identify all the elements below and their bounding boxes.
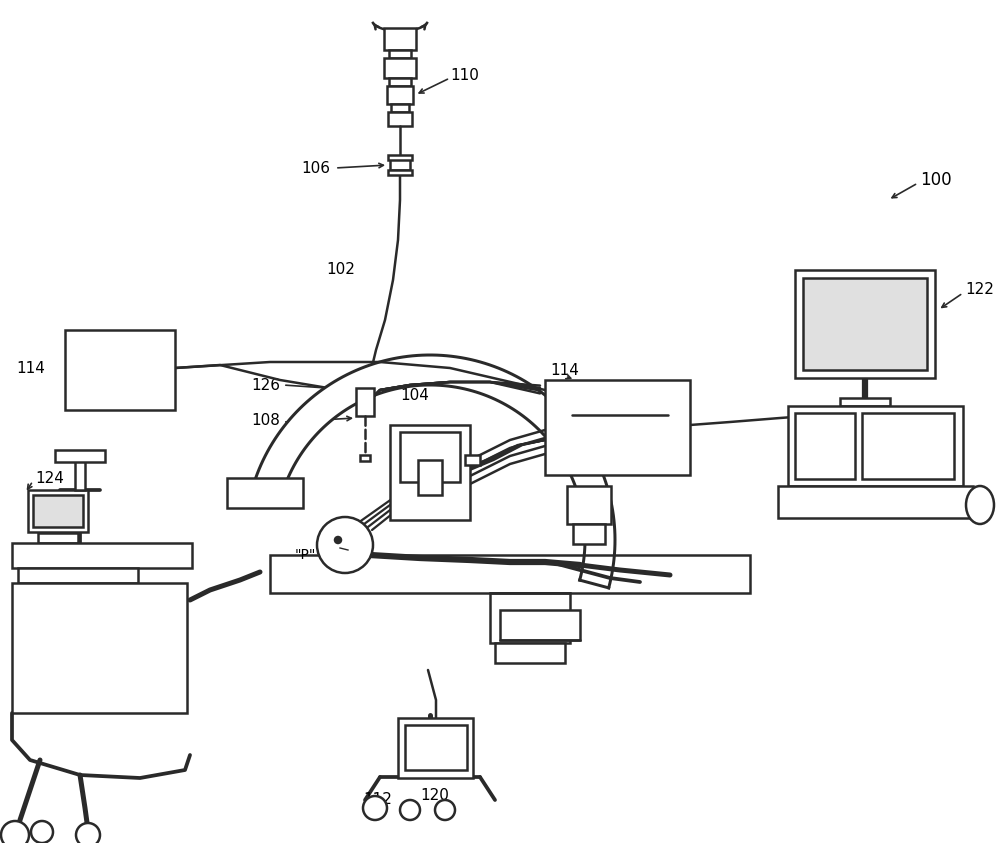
Circle shape: [317, 517, 373, 573]
Text: 110: 110: [450, 67, 479, 83]
Text: 114: 114: [551, 362, 579, 378]
Bar: [18, 568, 138, 583]
Bar: [490, 593, 570, 643]
Circle shape: [31, 821, 53, 843]
Text: 124: 124: [35, 470, 64, 486]
Bar: [465, 455, 480, 465]
Bar: [418, 460, 442, 495]
Circle shape: [435, 800, 455, 820]
Bar: [795, 270, 935, 378]
Bar: [33, 495, 83, 527]
Bar: [270, 555, 750, 593]
Text: 120: 120: [421, 787, 449, 803]
Text: 116: 116: [601, 416, 635, 434]
Bar: [384, 58, 416, 78]
Bar: [388, 112, 412, 126]
Bar: [389, 78, 411, 86]
Bar: [12, 543, 192, 568]
Bar: [388, 155, 412, 160]
Bar: [567, 486, 611, 524]
Polygon shape: [251, 355, 615, 588]
Bar: [75, 460, 85, 490]
Circle shape: [1, 821, 29, 843]
Bar: [840, 398, 890, 406]
Bar: [862, 413, 954, 479]
Circle shape: [335, 537, 341, 543]
Bar: [38, 533, 78, 543]
Text: 104: 104: [400, 388, 429, 402]
Bar: [803, 278, 927, 370]
Text: 122: 122: [965, 282, 994, 298]
Bar: [12, 583, 187, 713]
Text: 112: 112: [364, 792, 392, 808]
Bar: [65, 330, 175, 410]
Bar: [400, 755, 460, 777]
Bar: [573, 524, 605, 544]
Bar: [388, 170, 412, 175]
Bar: [500, 610, 580, 640]
Bar: [398, 718, 473, 778]
Text: 100: 100: [920, 171, 952, 189]
Bar: [389, 50, 411, 58]
Circle shape: [363, 796, 387, 820]
Bar: [400, 432, 460, 482]
Circle shape: [400, 800, 420, 820]
Bar: [390, 425, 470, 520]
Bar: [391, 104, 409, 112]
Text: 108: 108: [251, 412, 280, 427]
Text: 118: 118: [526, 615, 554, 630]
Text: 102: 102: [326, 262, 355, 277]
Circle shape: [76, 823, 100, 843]
Bar: [384, 28, 416, 50]
Ellipse shape: [966, 486, 994, 524]
Bar: [356, 388, 374, 416]
Bar: [545, 380, 690, 475]
Text: 126: 126: [251, 378, 280, 393]
Bar: [227, 478, 303, 508]
Bar: [788, 406, 963, 486]
Text: 114: 114: [562, 396, 588, 410]
Bar: [55, 450, 105, 462]
Bar: [28, 490, 88, 532]
Text: "P": "P": [294, 548, 316, 562]
Bar: [360, 455, 370, 461]
Bar: [390, 158, 410, 170]
Bar: [405, 725, 467, 770]
Bar: [387, 86, 413, 104]
Bar: [495, 643, 565, 663]
Bar: [795, 413, 855, 479]
Text: 106: 106: [301, 160, 330, 175]
Bar: [778, 486, 973, 518]
Text: 114: 114: [16, 361, 45, 375]
